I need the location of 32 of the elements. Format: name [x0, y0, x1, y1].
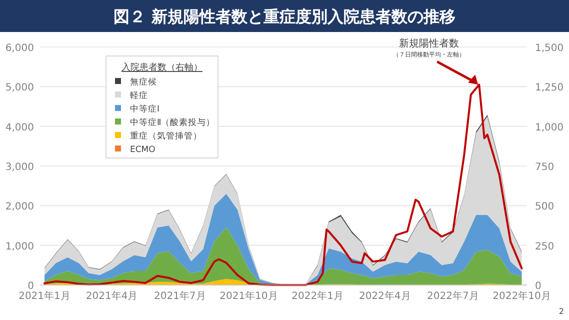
x-tick-label: 2022年7月 [427, 290, 479, 302]
text: 2 [558, 307, 564, 316]
y2-tick-label: 1,250 [535, 82, 564, 94]
y2-tick-label: 250 [535, 241, 554, 252]
y2-tick-label: 0 [535, 281, 542, 292]
chart-title: 図２ 新規陽性者数と重症度別入院患者数の推移 [114, 7, 456, 26]
y-tick-label: 3,000 [5, 162, 34, 173]
x-tick-label: 2022年1月 [292, 290, 344, 302]
y-tick-label: 1,000 [5, 241, 34, 252]
legend-label: 中等症Ⅱ（酸素投与） [130, 117, 216, 128]
legend-label: 中等症Ⅰ [130, 104, 160, 114]
legend-label: 無症候 [130, 76, 157, 88]
y2-tick-label: 500 [535, 202, 554, 213]
y2-tick-label: 1,000 [535, 122, 564, 134]
y2-tick-label: 750 [535, 162, 554, 173]
legend-label: 軽症 [130, 90, 148, 101]
legend-label: 重症（気管挿管） [130, 130, 202, 142]
legend-title: 入院患者数（右軸） [122, 62, 202, 73]
y-tick-label: 5,000 [5, 82, 34, 94]
y2-tick-label: 1,500 [535, 43, 564, 54]
x-tick-label: 2021年10月 [220, 290, 278, 302]
text: 新規陽性者数 [399, 38, 460, 50]
y-tick-label: 6,000 [5, 43, 34, 54]
x-tick-label: 2021年4月 [86, 290, 138, 302]
y-tick-label: 0 [28, 281, 34, 292]
y-tick-label: 2,000 [5, 202, 34, 213]
y-tick-label: 4,000 [5, 122, 34, 134]
x-tick-label: 2021年7月 [154, 290, 206, 302]
x-tick-label: 2022年4月 [358, 290, 411, 302]
x-tick-label: 2022年10月 [492, 290, 551, 302]
x-tick-label: 2021年1月 [18, 290, 70, 302]
legend-label: ECMO [130, 145, 156, 155]
